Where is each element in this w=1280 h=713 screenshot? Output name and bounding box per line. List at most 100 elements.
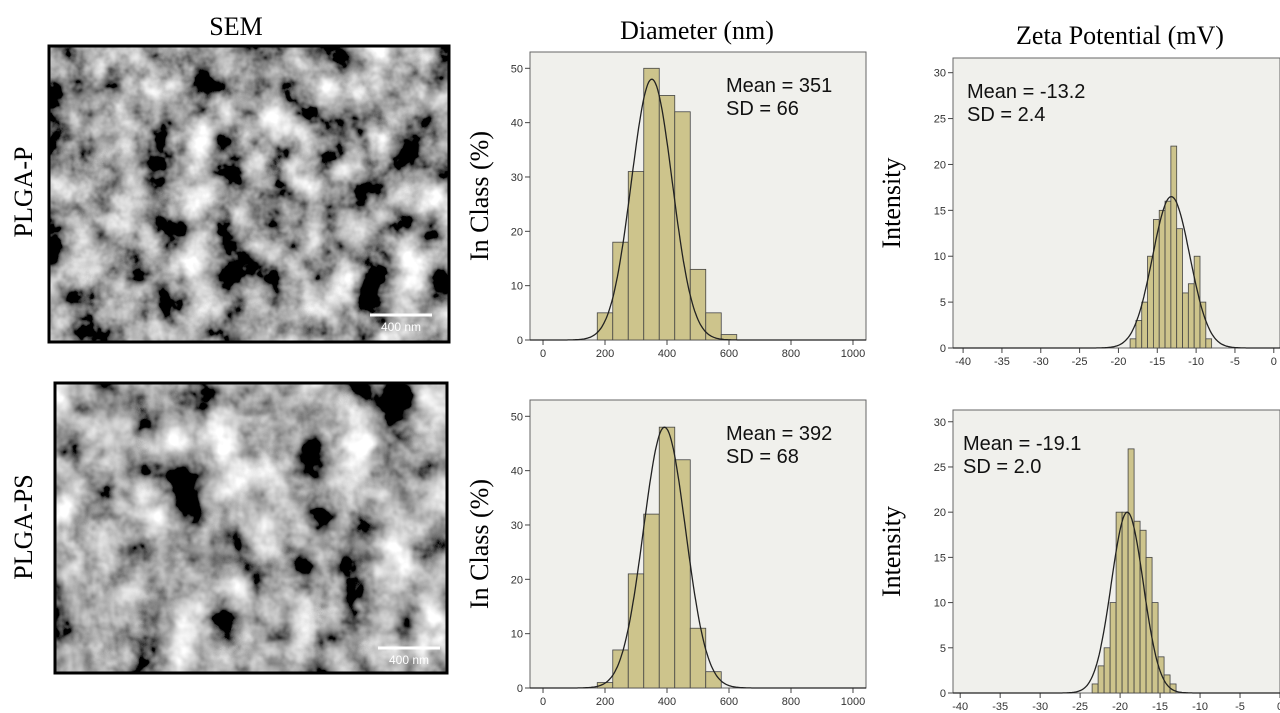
y-tick-label: 5 bbox=[940, 643, 946, 655]
x-tick-label: -20 bbox=[1110, 356, 1126, 368]
bar bbox=[1128, 449, 1134, 693]
x-tick-label: -15 bbox=[1149, 356, 1165, 368]
bar bbox=[597, 313, 612, 340]
y-tick-label: 0 bbox=[940, 343, 946, 355]
annotation: SD = 2.0 bbox=[963, 456, 1041, 478]
bar bbox=[659, 95, 674, 340]
bar bbox=[1171, 146, 1177, 348]
sem-texture bbox=[49, 46, 449, 342]
bar bbox=[1140, 530, 1146, 693]
bar bbox=[690, 628, 705, 688]
y-tick-label: 0 bbox=[517, 335, 523, 347]
row-label: PLGA-PS bbox=[9, 474, 38, 579]
x-tick-label: -5 bbox=[1230, 356, 1240, 368]
y-tick-label: 10 bbox=[511, 629, 523, 641]
x-tick-label: -30 bbox=[1032, 701, 1048, 713]
x-tick-label: 600 bbox=[720, 348, 738, 360]
x-tick-label: -35 bbox=[994, 356, 1010, 368]
column-title: Zeta Potential (mV) bbox=[1016, 21, 1224, 50]
y-tick-label: 50 bbox=[511, 411, 523, 423]
bar bbox=[706, 313, 721, 340]
row-label: PLGA-P bbox=[9, 146, 38, 237]
bar bbox=[1165, 201, 1171, 348]
annotation: Mean = 351 bbox=[726, 75, 832, 97]
scale-label: 400 nm bbox=[389, 653, 429, 667]
bar bbox=[1152, 603, 1158, 693]
y-tick-label: 10 bbox=[511, 281, 523, 293]
bar bbox=[1206, 339, 1212, 348]
x-tick-label: 0 bbox=[1271, 356, 1277, 368]
sem-image: 400 nm bbox=[55, 383, 447, 673]
y-tick-label: 30 bbox=[511, 172, 523, 184]
bar bbox=[1136, 320, 1142, 348]
y-axis-label: Intensity bbox=[877, 158, 906, 249]
y-tick-label: 20 bbox=[934, 159, 946, 171]
x-tick-label: 200 bbox=[596, 348, 614, 360]
column-title: Diameter (nm) bbox=[620, 16, 774, 45]
x-tick-label: -40 bbox=[952, 701, 968, 713]
sem-image: 400 nm bbox=[49, 46, 449, 342]
figure: SEM Diameter (nm) Zeta Potential (mV) PL… bbox=[0, 0, 1280, 713]
y-tick-label: 40 bbox=[511, 466, 523, 478]
y-tick-label: 30 bbox=[511, 520, 523, 532]
y-tick-label: 20 bbox=[511, 226, 523, 238]
column-title: SEM bbox=[209, 12, 262, 41]
x-tick-label: -25 bbox=[1072, 356, 1088, 368]
y-tick-label: 25 bbox=[934, 462, 946, 474]
bar bbox=[1098, 666, 1104, 693]
x-tick-label: -40 bbox=[955, 356, 971, 368]
y-tick-label: 20 bbox=[511, 574, 523, 586]
y-tick-label: 10 bbox=[934, 251, 946, 263]
y-tick-label: 0 bbox=[940, 688, 946, 700]
y-axis-label: In Class (%) bbox=[465, 479, 494, 609]
x-tick-label: -5 bbox=[1235, 701, 1245, 713]
annotation: SD = 68 bbox=[726, 446, 799, 468]
bar bbox=[1130, 339, 1136, 348]
y-tick-label: 50 bbox=[511, 63, 523, 75]
x-tick-label: 600 bbox=[720, 696, 738, 708]
x-tick-label: 200 bbox=[596, 696, 614, 708]
bar bbox=[644, 68, 659, 340]
bar bbox=[1200, 302, 1206, 348]
y-tick-label: 40 bbox=[511, 118, 523, 130]
bar bbox=[1122, 512, 1128, 693]
y-tick-label: 20 bbox=[934, 507, 946, 519]
sem-texture bbox=[55, 383, 447, 673]
x-tick-label: -15 bbox=[1152, 701, 1168, 713]
y-tick-label: 15 bbox=[934, 552, 946, 564]
page: SEM Diameter (nm) Zeta Potential (mV) PL… bbox=[0, 0, 1280, 713]
y-tick-label: 0 bbox=[517, 683, 523, 695]
x-tick-label: 400 bbox=[658, 348, 676, 360]
y-tick-label: 5 bbox=[940, 297, 946, 309]
y-tick-label: 15 bbox=[934, 205, 946, 217]
bar bbox=[1110, 603, 1116, 693]
x-tick-label: 800 bbox=[782, 348, 800, 360]
x-tick-label: 1000 bbox=[841, 348, 865, 360]
bar bbox=[1159, 210, 1165, 348]
annotation: SD = 66 bbox=[726, 98, 799, 120]
x-tick-label: 400 bbox=[658, 696, 676, 708]
bar bbox=[1194, 256, 1200, 348]
bar bbox=[1148, 256, 1154, 348]
x-tick-label: -30 bbox=[1033, 356, 1049, 368]
x-tick-label: 800 bbox=[782, 696, 800, 708]
annotation: Mean = 392 bbox=[726, 423, 832, 445]
x-tick-label: -25 bbox=[1072, 701, 1088, 713]
bar bbox=[628, 172, 643, 340]
bar bbox=[1104, 648, 1110, 693]
bar bbox=[644, 514, 659, 688]
y-axis-label: Intensity bbox=[877, 506, 906, 597]
scale-label: 400 nm bbox=[381, 320, 421, 334]
bar bbox=[659, 427, 674, 688]
annotation: Mean = -19.1 bbox=[963, 433, 1081, 455]
bar bbox=[1188, 284, 1194, 348]
y-axis-label: In Class (%) bbox=[465, 131, 494, 261]
y-tick-label: 25 bbox=[934, 114, 946, 126]
x-tick-label: -10 bbox=[1188, 356, 1204, 368]
y-tick-label: 10 bbox=[934, 598, 946, 610]
bar bbox=[613, 650, 628, 688]
annotation: SD = 2.4 bbox=[967, 104, 1045, 126]
